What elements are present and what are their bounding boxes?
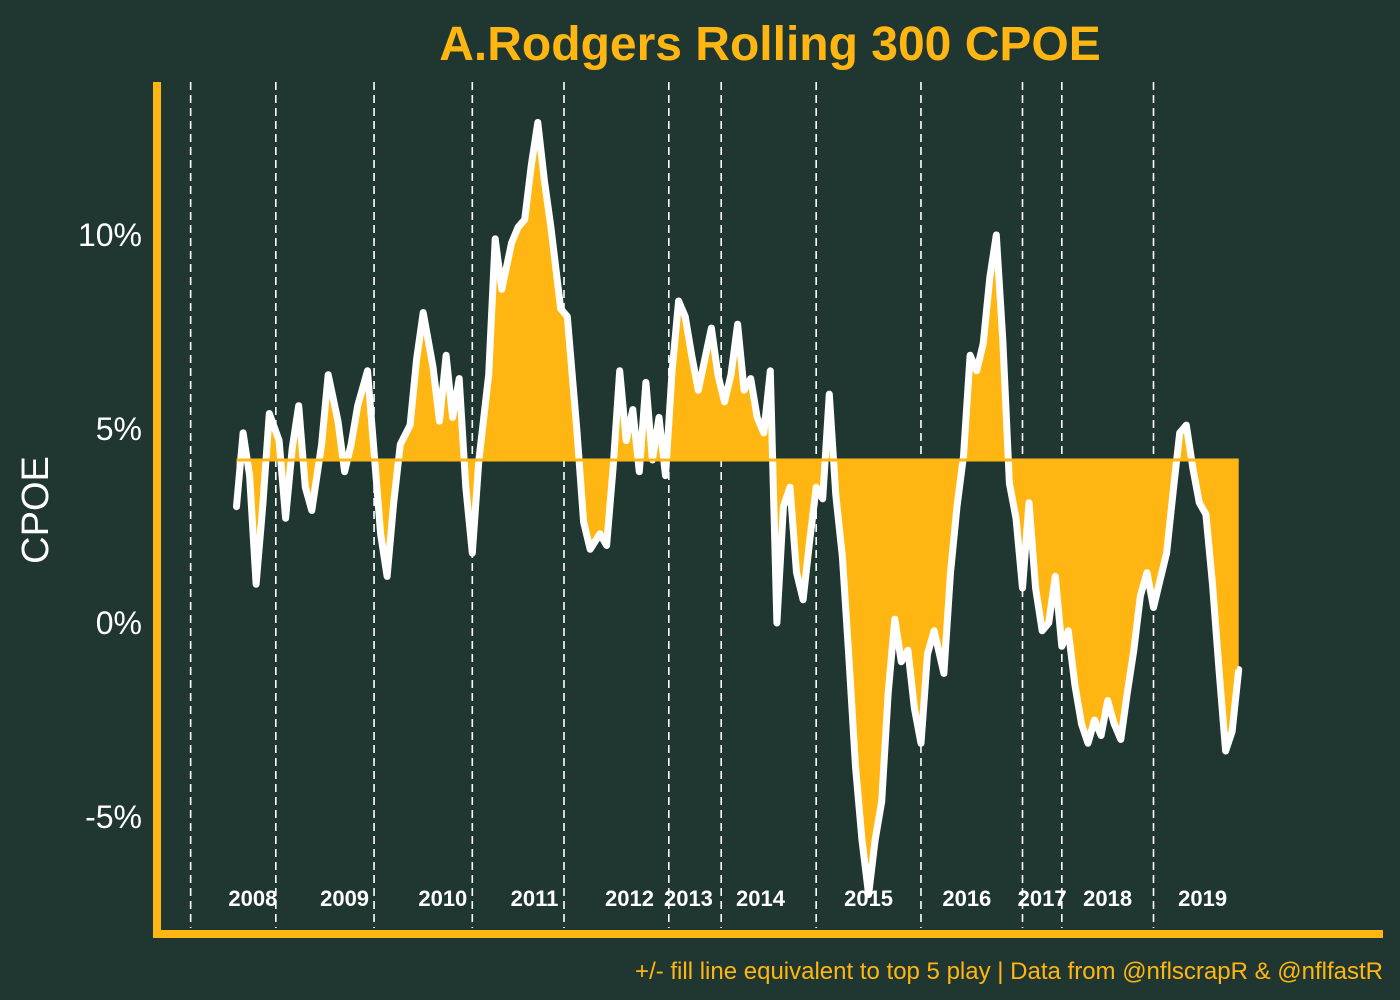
chart-title: A.Rodgers Rolling 300 CPOE <box>439 18 1100 71</box>
season-label: 2017 <box>1018 886 1067 911</box>
y-tick-label: 10% <box>78 217 142 253</box>
season-label: 2016 <box>942 886 991 911</box>
chart-caption: +/- fill line equivalent to top 5 play |… <box>635 958 1383 985</box>
season-labels: 2008 2009 2010 2011 2012 2013 2014 2015 2016 2017… <box>228 886 1227 911</box>
season-label: 2014 <box>736 886 786 911</box>
season-label: 2008 <box>228 886 277 911</box>
y-tick-labels: -5% 0% 5% 10% <box>78 217 142 835</box>
season-label: 2010 <box>418 886 467 911</box>
y-axis-label: CPOE <box>15 456 57 564</box>
season-label: 2011 <box>511 886 559 911</box>
axes <box>153 82 1383 938</box>
season-label: 2019 <box>1178 886 1227 911</box>
cpoe-area-layer <box>233 119 1243 899</box>
y-tick-label: 0% <box>96 605 142 641</box>
season-label: 2009 <box>320 886 369 911</box>
season-label: 2018 <box>1083 886 1132 911</box>
cpoe-series-line <box>233 119 1243 899</box>
y-tick-label: -5% <box>85 799 142 835</box>
season-label: 2015 <box>844 886 893 911</box>
season-label: 2013 <box>664 886 713 911</box>
y-tick-label: 5% <box>96 411 142 447</box>
season-label: 2012 <box>605 886 654 911</box>
